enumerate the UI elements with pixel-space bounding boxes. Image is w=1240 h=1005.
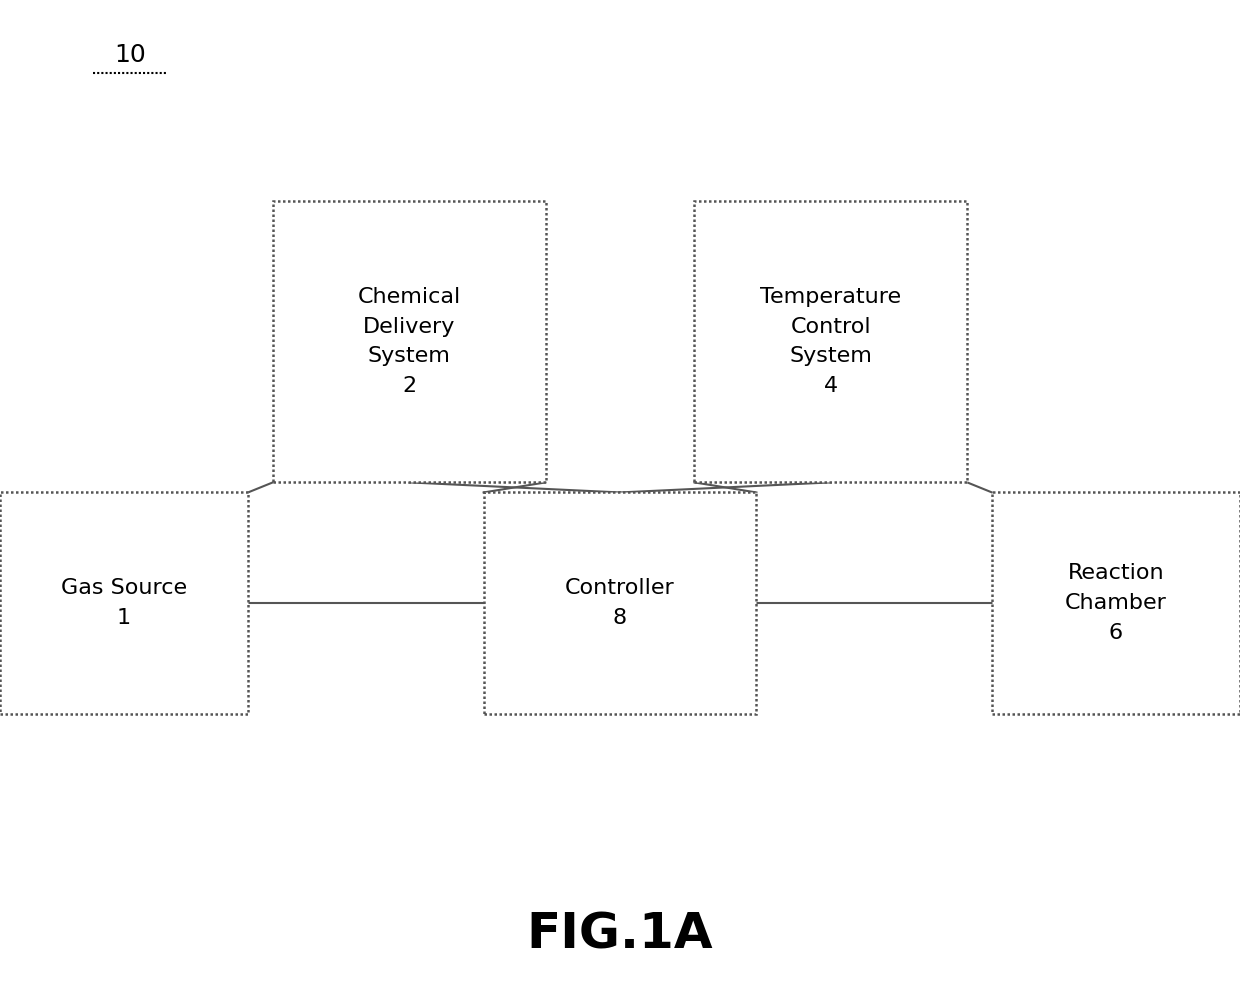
Text: FIG.1A: FIG.1A — [527, 911, 713, 959]
Bar — [0, 492, 248, 714]
Text: Controller
8: Controller 8 — [565, 578, 675, 628]
Text: 10: 10 — [114, 43, 146, 67]
Text: Chemical
Delivery
System
2: Chemical Delivery System 2 — [357, 287, 461, 396]
Bar — [484, 492, 756, 714]
Bar — [273, 201, 546, 482]
Text: Temperature
Control
System
4: Temperature Control System 4 — [760, 287, 901, 396]
Text: Gas Source
1: Gas Source 1 — [61, 578, 187, 628]
Text: Reaction
Chamber
6: Reaction Chamber 6 — [1065, 564, 1167, 642]
Bar — [992, 492, 1240, 714]
Bar — [694, 201, 967, 482]
